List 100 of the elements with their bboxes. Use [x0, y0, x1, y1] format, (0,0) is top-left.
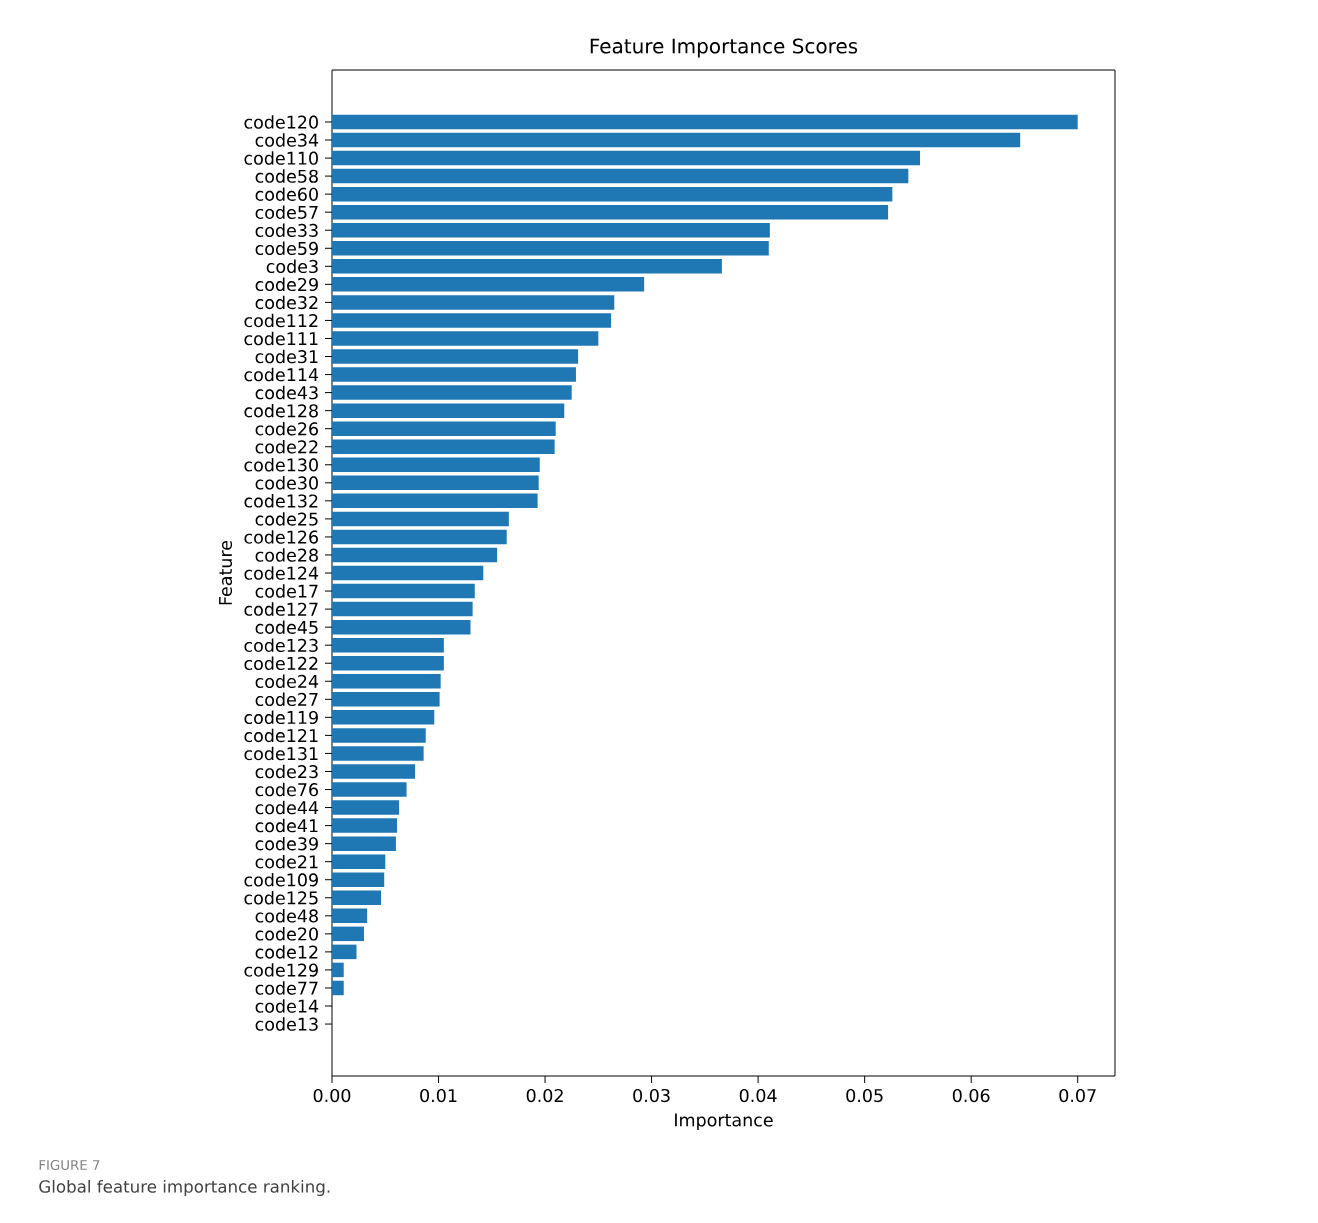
- y-tick-label: code57: [255, 205, 318, 219]
- y-tick-label: code22: [255, 439, 318, 454]
- y-tick-label: code129: [244, 963, 318, 977]
- y-tick-label: code17: [255, 584, 318, 598]
- y-tick-label: code127: [244, 602, 318, 616]
- bar: [332, 186, 893, 202]
- y-tick-label: code132: [244, 494, 318, 508]
- bar: [332, 746, 424, 761]
- y-tick-label: code12: [255, 945, 318, 959]
- y-tick-label: code39: [255, 836, 318, 851]
- y-tick-label: code124: [244, 566, 319, 580]
- bar: [332, 655, 444, 671]
- y-tick-label: code112: [244, 313, 318, 328]
- y-tick-label: code111: [244, 331, 318, 346]
- bar: [332, 367, 576, 382]
- x-tick-label: 0.02: [526, 1088, 563, 1103]
- y-tick-label: code30: [255, 476, 318, 490]
- bar: [332, 908, 368, 924]
- bar: [332, 475, 539, 491]
- bar: [332, 637, 444, 653]
- bar: [332, 222, 770, 238]
- x-tick-label: 0.06: [952, 1088, 990, 1103]
- bar: [332, 168, 909, 184]
- bar: [332, 800, 400, 815]
- chart-title: Feature Importance Scores: [590, 38, 858, 58]
- y-tick-label: code119: [244, 710, 318, 725]
- y-tick-label: code77: [255, 981, 318, 995]
- bar: [332, 710, 435, 725]
- y-tick-label: code130: [244, 458, 318, 472]
- bar: [332, 601, 473, 617]
- bar: [332, 114, 1078, 130]
- bar: [332, 150, 921, 166]
- bar: [332, 565, 484, 581]
- y-tick-label: code25: [255, 512, 318, 526]
- bar: [332, 457, 540, 473]
- y-tick-label: code109: [244, 872, 318, 887]
- x-tick-label: 0.03: [633, 1088, 670, 1103]
- bar: [332, 583, 475, 599]
- x-axis-title: Importance: [675, 1113, 773, 1130]
- y-tick-label: code126: [244, 530, 318, 544]
- y-tick-label: code122: [244, 656, 318, 670]
- bar: [332, 782, 407, 797]
- y-tick-label: code123: [244, 638, 318, 652]
- x-tick-label: 0.04: [739, 1088, 777, 1103]
- y-tick-label: code58: [255, 169, 318, 183]
- text: Global feature importance ranking.: [39, 1179, 330, 1197]
- y-tick-label: code33: [255, 223, 318, 237]
- bar: [332, 547, 498, 563]
- bar: [332, 241, 769, 256]
- bar: [332, 313, 612, 328]
- y-tick-label: code110: [244, 151, 318, 165]
- bar: [332, 295, 615, 310]
- bar: [332, 493, 538, 509]
- y-tick-label: code44: [255, 800, 319, 815]
- bar: [332, 204, 889, 220]
- y-tick-label: code114: [244, 367, 319, 382]
- y-tick-label: code128: [244, 403, 318, 418]
- bar: [332, 385, 572, 400]
- bar: [332, 529, 507, 545]
- bar: [332, 980, 344, 996]
- y-tick-label: code131: [244, 746, 318, 761]
- bar: [332, 926, 364, 942]
- bar: [332, 674, 441, 689]
- bar: [332, 962, 344, 978]
- bar: [332, 277, 645, 292]
- y-tick-label: code21: [255, 854, 318, 869]
- bar: [332, 872, 385, 887]
- bar: [332, 818, 397, 833]
- x-tick-label: 0.07: [1059, 1088, 1096, 1103]
- bar: [332, 349, 579, 364]
- bar: [332, 944, 357, 960]
- y-tick-label: code120: [244, 115, 318, 129]
- x-tick-label: 0.01: [420, 1088, 457, 1103]
- y-tick-label: code20: [255, 927, 318, 941]
- y-tick-label: code13: [255, 1017, 318, 1031]
- y-tick-label: code23: [255, 764, 318, 779]
- bar: [332, 890, 382, 906]
- bar: [332, 259, 722, 274]
- y-tick-label: code26: [255, 421, 318, 436]
- x-tick-label: 0.05: [846, 1088, 883, 1103]
- y-tick-label: code48: [255, 909, 318, 923]
- bar: [332, 764, 416, 779]
- y-tick-label: code31: [255, 349, 318, 364]
- bar: [332, 331, 599, 346]
- y-tick-label: code59: [255, 241, 318, 256]
- bar: [332, 619, 471, 635]
- bar: [332, 728, 426, 743]
- bar: [332, 854, 386, 869]
- y-tick-label: code76: [255, 782, 318, 797]
- bar: [332, 132, 1021, 148]
- y-tick-label: code32: [255, 295, 318, 310]
- bar: [332, 403, 565, 418]
- bar: [332, 511, 509, 527]
- y-tick-label: code28: [255, 548, 318, 562]
- y-tick-label: code60: [255, 187, 318, 201]
- y-tick-label: code24: [255, 674, 319, 689]
- bar: [332, 692, 440, 707]
- x-tick-label: 0.00: [313, 1088, 351, 1103]
- bar: [332, 439, 555, 454]
- y-tick-label: code43: [255, 385, 318, 400]
